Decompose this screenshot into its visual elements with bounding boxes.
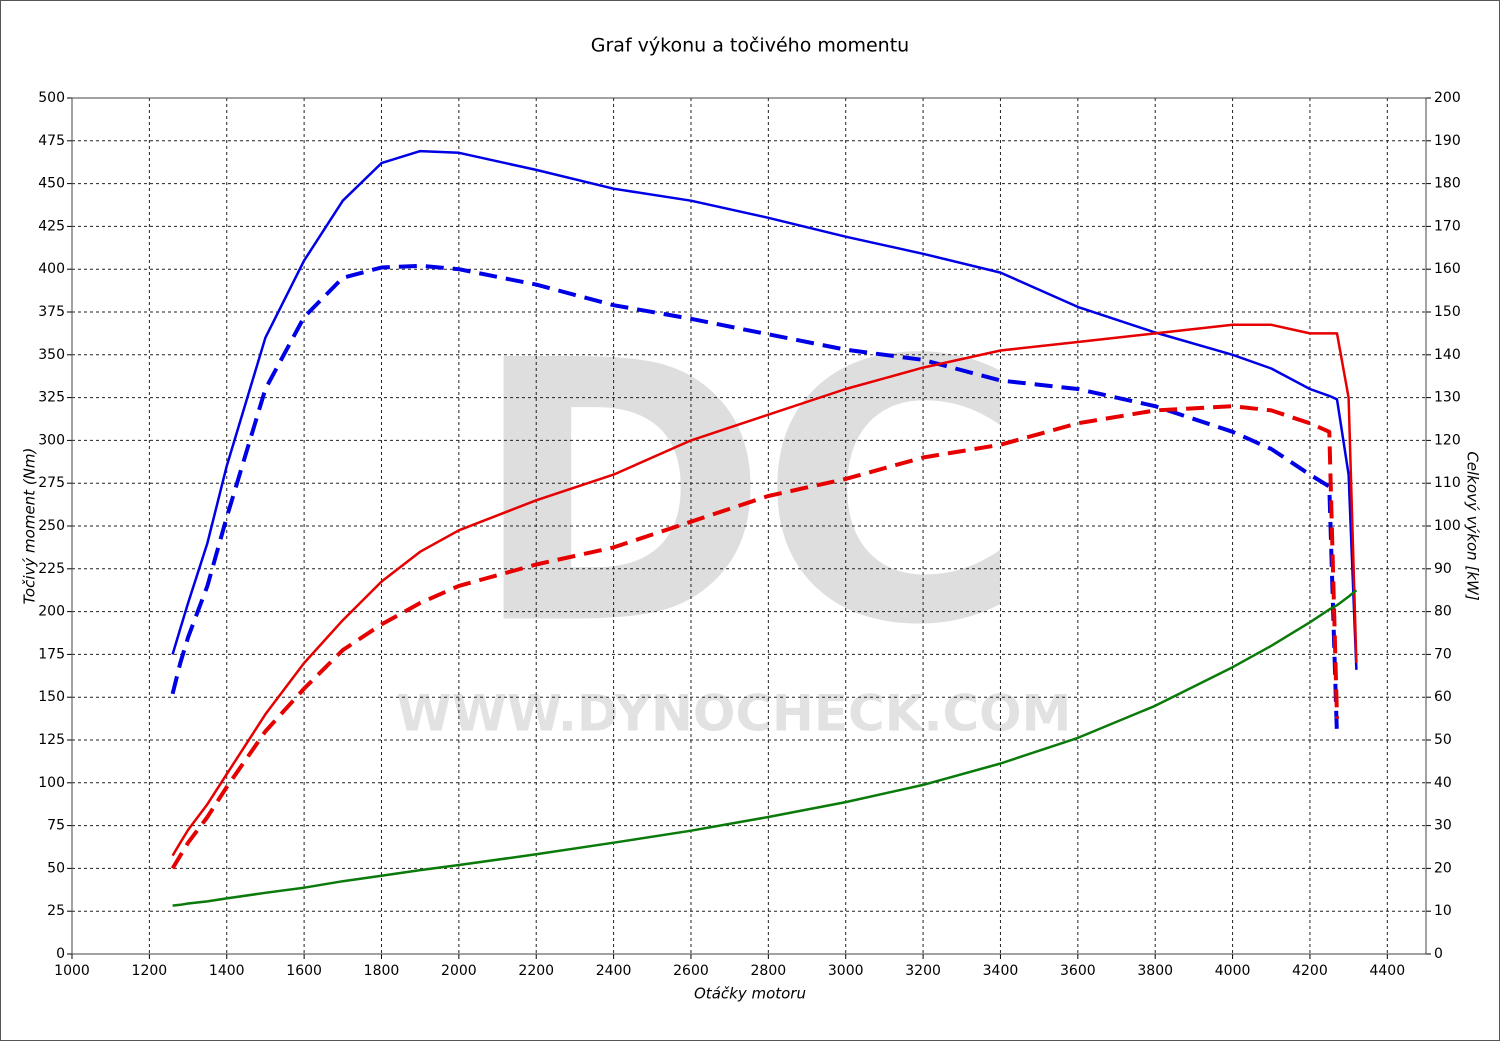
x-tick-label: 3400 — [983, 963, 1019, 979]
y-tick-label: 475 — [38, 133, 65, 149]
y-tick-label: 500 — [38, 90, 65, 106]
y-tick-label: 350 — [38, 347, 65, 363]
x-tick-label: 4400 — [1369, 963, 1405, 979]
y-tick-label: 125 — [38, 732, 65, 748]
x-tick-label: 1400 — [209, 963, 245, 979]
y2-axis-label: Celkový výkon [kW] — [1464, 451, 1482, 601]
y-tick-label: 0 — [56, 946, 65, 962]
y2-tick-label: 100 — [1434, 518, 1461, 534]
series-line — [171, 323, 1358, 857]
y-tick-label: 175 — [38, 646, 65, 662]
y-axis-label: Točivý moment (Nm) — [21, 448, 39, 605]
y-tick-label: 250 — [38, 518, 65, 534]
y2-tick-label: 90 — [1434, 561, 1452, 577]
x-axis-label: Otáčky motoru — [694, 985, 806, 1003]
x-tick-label: 1600 — [286, 963, 322, 979]
y-tick-label: 450 — [38, 176, 65, 192]
y-tick-label: 275 — [38, 475, 65, 491]
watermark-url: WWW.DYNOCHECK.COM — [397, 685, 1072, 743]
y2-tick-label: 40 — [1434, 775, 1452, 791]
chart-title: Graf výkonu a točivého momentu — [591, 35, 909, 57]
y2-tick-label: 120 — [1434, 432, 1461, 448]
y-tick-label: 325 — [38, 390, 65, 406]
y-tick-label: 50 — [47, 860, 65, 876]
series-line — [172, 589, 1358, 907]
x-tick-label: 2000 — [441, 963, 477, 979]
x-tick-label: 2200 — [518, 963, 554, 979]
y2-tick-label: 10 — [1434, 903, 1452, 919]
series-line — [171, 149, 1358, 670]
x-tick-label: 3800 — [1137, 963, 1173, 979]
series-line — [170, 404, 1339, 870]
plot-border — [71, 97, 1427, 955]
y-tick-label: 225 — [38, 561, 65, 577]
x-tick-label: 2600 — [673, 963, 709, 979]
y-tick-label: 100 — [38, 775, 65, 791]
y2-tick-label: 140 — [1434, 347, 1461, 363]
y2-tick-label: 50 — [1434, 732, 1452, 748]
watermark-logo: DC — [470, 284, 1013, 703]
y2-tick-label: 0 — [1434, 946, 1443, 962]
y-tick-label: 300 — [38, 432, 65, 448]
y2-tick-label: 110 — [1434, 475, 1461, 491]
y2-tick-label: 80 — [1434, 604, 1452, 620]
x-tick-label: 1200 — [132, 963, 168, 979]
y-tick-label: 25 — [47, 903, 65, 919]
y2-tick-label: 170 — [1434, 218, 1461, 234]
y2-tick-label: 60 — [1434, 689, 1452, 705]
y2-tick-label: 160 — [1434, 261, 1461, 277]
x-tick-label: 2400 — [596, 963, 632, 979]
x-tick-label: 2800 — [751, 963, 787, 979]
x-tick-label: 4200 — [1292, 963, 1328, 979]
y-tick-label: 200 — [38, 604, 65, 620]
y2-tick-label: 130 — [1434, 390, 1461, 406]
y2-tick-label: 200 — [1434, 90, 1461, 106]
x-tick-label: 3200 — [905, 963, 941, 979]
y-tick-label: 375 — [38, 304, 65, 320]
y2-tick-label: 180 — [1434, 176, 1461, 192]
y2-tick-label: 70 — [1434, 646, 1452, 662]
y2-tick-label: 30 — [1434, 818, 1452, 834]
y-tick-label: 150 — [38, 689, 65, 705]
y2-tick-label: 20 — [1434, 860, 1452, 876]
series-line — [170, 263, 1339, 737]
y-tick-label: 75 — [47, 818, 65, 834]
y2-tick-label: 190 — [1434, 133, 1461, 149]
x-tick-label: 3600 — [1060, 963, 1096, 979]
y-tick-label: 425 — [38, 218, 65, 234]
x-tick-label: 1800 — [364, 963, 400, 979]
x-tick-label: 3000 — [828, 963, 864, 979]
x-tick-label: 1000 — [54, 963, 90, 979]
x-tick-label: 4000 — [1215, 963, 1251, 979]
y-tick-label: 400 — [38, 261, 65, 277]
y2-tick-label: 150 — [1434, 304, 1461, 320]
